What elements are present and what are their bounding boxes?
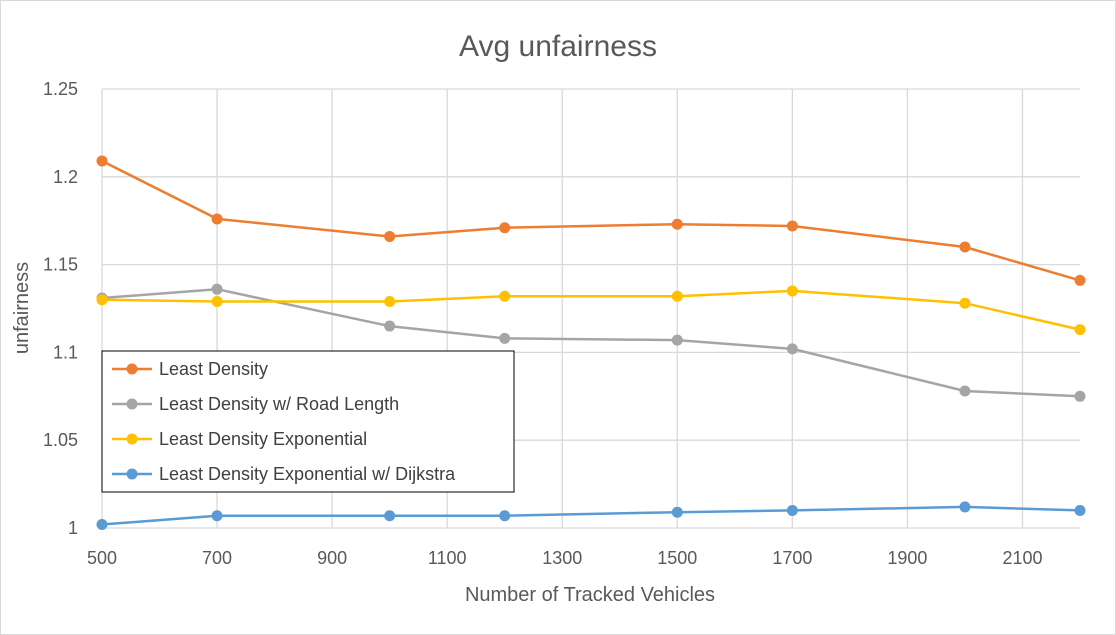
legend-swatch-marker: [126, 398, 138, 410]
data-point-least-density-w-road-length: [1074, 390, 1086, 402]
legend-entry-label: Least Density Exponential w/ Dijkstra: [159, 464, 456, 484]
data-point-least-density-w-road-length: [499, 332, 511, 344]
data-point-least-density-exponential: [959, 297, 971, 309]
data-point-least-density-exponential-w-dijkstra: [1074, 504, 1086, 516]
data-point-least-density: [786, 220, 798, 232]
data-point-least-density-exponential-w-dijkstra: [671, 506, 683, 518]
data-point-least-density: [671, 218, 683, 230]
data-point-least-density: [211, 213, 223, 225]
series-line-least-density-exponential-w-dijkstra: [101, 505, 1081, 526]
data-point-least-density-w-road-length: [384, 320, 396, 332]
y-tick-label: 1.1: [53, 342, 78, 362]
legend-entry-label: Least Density Exponential: [159, 429, 367, 449]
data-point-least-density-w-road-length: [671, 334, 683, 346]
data-point-least-density-exponential: [384, 295, 396, 307]
series-lines: [96, 155, 1086, 530]
x-tick-label: 2100: [1002, 548, 1042, 568]
data-point-least-density-exponential-w-dijkstra: [959, 501, 971, 513]
data-point-least-density-exponential: [1074, 324, 1086, 336]
x-tick-label: 1900: [887, 548, 927, 568]
data-point-least-density-exponential: [211, 295, 223, 307]
y-axis-title: unfairness: [11, 262, 33, 354]
x-axis-title: Number of Tracked Vehicles: [465, 584, 715, 606]
data-point-least-density-exponential-w-dijkstra: [211, 510, 223, 522]
x-tick-label: 700: [202, 548, 232, 568]
x-tick-label: 1700: [772, 548, 812, 568]
data-point-least-density-exponential-w-dijkstra: [384, 510, 396, 522]
y-tick-label: 1.25: [43, 79, 78, 99]
data-point-least-density: [1074, 274, 1086, 286]
legend-box: [101, 350, 515, 493]
legend-entry-label: Least Density w/ Road Length: [159, 394, 399, 414]
data-point-least-density-exponential: [786, 285, 798, 297]
data-point-least-density: [96, 155, 108, 167]
y-tick-label: 1: [68, 518, 78, 538]
data-point-least-density-exponential: [671, 290, 683, 302]
x-tick-label: 1500: [657, 548, 697, 568]
legend-entry-label: Least Density: [159, 359, 268, 379]
series-line-least-density: [101, 159, 1081, 282]
data-point-least-density-exponential: [96, 294, 108, 306]
chart-title: Avg unfairness: [459, 30, 657, 63]
legend-swatch-marker: [126, 468, 138, 480]
x-tick-label: 1300: [542, 548, 582, 568]
data-point-least-density-exponential-w-dijkstra: [96, 518, 108, 530]
x-tick-label: 500: [87, 548, 117, 568]
x-tick-label: 1100: [428, 548, 467, 568]
data-point-least-density-exponential-w-dijkstra: [786, 504, 798, 516]
data-point-least-density: [384, 231, 396, 243]
legend-swatch-marker: [126, 433, 138, 445]
data-point-least-density: [499, 222, 511, 234]
data-point-least-density: [959, 241, 971, 253]
data-point-least-density-w-road-length: [959, 385, 971, 397]
x-tick-label: 900: [317, 548, 347, 568]
data-point-least-density-w-road-length: [211, 283, 223, 295]
y-tick-label: 1.15: [43, 255, 78, 275]
series-line-least-density-w-road-length: [101, 287, 1081, 398]
legend: Least Density Least Density w/ Road Lengt…: [101, 350, 515, 493]
series-line-least-density-exponential: [101, 289, 1081, 331]
data-point-least-density-exponential: [499, 290, 511, 302]
data-point-least-density-exponential-w-dijkstra: [499, 510, 511, 522]
y-tick-label: 1.2: [53, 167, 78, 187]
legend-swatch-marker: [126, 363, 138, 375]
tick-labels: 1 1.05 1.1 1.15 1.2 1.25 500 700 900 1100 1300 1500…: [43, 79, 1043, 568]
data-point-least-density-w-road-length: [786, 343, 798, 355]
y-tick-label: 1.05: [43, 430, 78, 450]
